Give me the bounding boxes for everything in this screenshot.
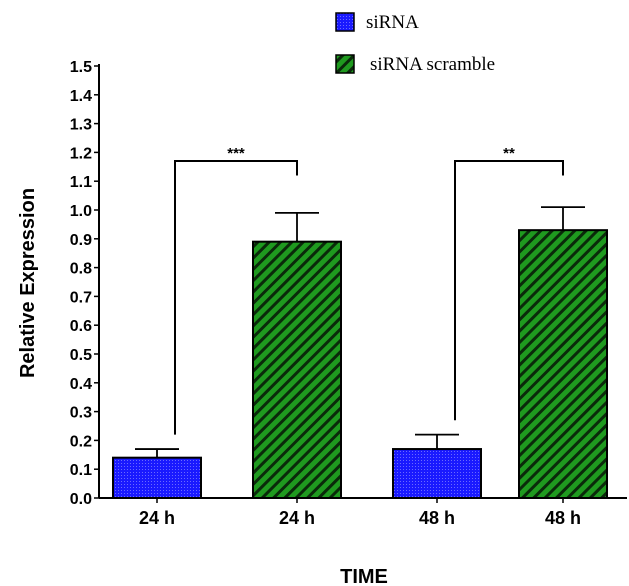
x-tick-label: 48 h [545,508,581,528]
legend-swatch-siRNA-scramble [335,54,355,74]
y-tick-label: 1.0 [70,203,92,220]
y-tick-label: 1.3 [70,117,92,134]
y-tick-label: 1.2 [70,145,92,162]
y-tick-label: 0.9 [70,232,92,249]
y-tick-label: 1.4 [70,88,92,105]
x-axis-labels: 24 h 24 h 48 h 48 h [139,498,581,528]
error-bars [135,206,585,458]
bars [112,229,608,500]
x-tick-label: 24 h [139,508,175,528]
significance-stars: *** [227,145,245,162]
y-tick-label: 1.5 [70,59,92,76]
y-tick-label: 0.8 [70,261,92,278]
y-tick-label: 0.6 [70,318,92,335]
y-tick-label: 0.4 [70,376,92,393]
y-tick-label: 1.1 [70,174,92,191]
bar-1 [112,456,202,499]
bar-4 [518,229,608,499]
significance-brackets: *** ** [174,145,564,435]
y-tick-label: 0.7 [70,289,92,306]
y-axis-ticks: 0.0 0.1 0.2 0.3 0.4 0.5 0.6 0.7 0.8 0.9 1.0 1.1 1.2 1… [70,59,99,508]
y-tick-label: 0.5 [70,347,92,364]
x-axis-title: TIME [340,566,388,586]
legend: siRNA siRNA scramble [335,12,495,75]
y-tick-label: 0.3 [70,405,92,422]
significance-bracket [174,160,298,435]
significance-bracket [454,160,564,421]
bar-2 [252,240,342,499]
y-tick-label: 0.0 [70,491,92,508]
y-tick-label: 0.1 [70,462,92,479]
legend-label-siRNA: siRNA [366,12,419,33]
y-tick-label: 0.2 [70,433,92,450]
y-axis-title: Relative Expression [17,188,39,378]
significance-stars: ** [503,145,515,162]
legend-label-siRNA-scramble: siRNA scramble [370,54,495,75]
bar-3 [392,448,482,500]
x-tick-label: 48 h [419,508,455,528]
legend-swatch-siRNA [335,12,355,32]
x-tick-label: 24 h [279,508,315,528]
